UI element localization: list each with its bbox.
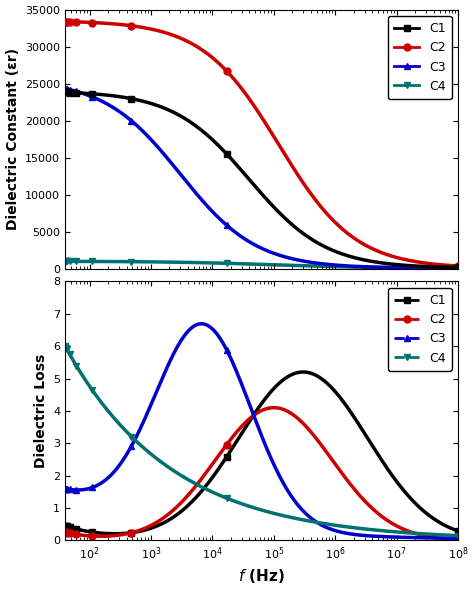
C3 (107, 473, 113, 480)
C4 (456, 532, 461, 539)
C1 (300, 368, 306, 375)
C1 (230, 157, 236, 164)
C2 (405, 528, 411, 535)
C2 (213, 57, 219, 64)
Legend: C1, C2, C3, C4: C1, C2, C3, C4 (388, 16, 452, 99)
C3 (62, 485, 68, 492)
Line: C2: C2 (62, 404, 462, 543)
Line: C4: C4 (62, 343, 462, 539)
C3 (230, 360, 236, 367)
C4 (107, 410, 113, 417)
Line: C1: C1 (62, 89, 462, 271)
C2 (107, 532, 113, 540)
C1 (405, 492, 411, 499)
C3 (130, 439, 136, 446)
C1 (107, 92, 113, 99)
C1 (456, 528, 461, 535)
C1 (107, 530, 113, 537)
Y-axis label: Dielectric Constant (εr): Dielectric Constant (εr) (6, 48, 19, 230)
C2 (213, 456, 219, 463)
C2 (62, 18, 68, 25)
C1 (112, 530, 118, 537)
C4 (405, 264, 411, 271)
C3 (456, 535, 461, 542)
C3 (230, 227, 236, 234)
C3 (107, 102, 113, 109)
C1 (62, 522, 68, 529)
C2 (130, 22, 136, 30)
Legend: C1, C2, C3, C4: C1, C2, C3, C4 (388, 288, 452, 371)
C3 (62, 85, 68, 92)
C3 (405, 534, 411, 541)
C4 (447, 265, 453, 272)
C1 (405, 262, 411, 269)
C1 (447, 264, 453, 271)
C2 (456, 262, 461, 269)
C3 (130, 119, 136, 126)
Line: C4: C4 (62, 258, 462, 272)
C3 (199, 320, 204, 327)
C2 (130, 529, 136, 536)
C2 (456, 536, 461, 543)
C1 (213, 469, 219, 476)
C2 (271, 404, 277, 411)
C3 (213, 329, 219, 336)
C4 (130, 435, 136, 442)
C1 (230, 443, 236, 450)
C4 (213, 259, 219, 267)
C2 (230, 433, 236, 440)
Line: C3: C3 (62, 85, 462, 272)
C1 (62, 89, 68, 96)
C2 (447, 535, 453, 543)
C4 (230, 497, 236, 504)
Line: C3: C3 (62, 320, 462, 542)
C3 (447, 535, 453, 542)
C4 (230, 260, 236, 267)
C4 (405, 530, 411, 537)
C2 (447, 262, 453, 269)
C2 (230, 74, 236, 82)
C4 (456, 265, 461, 272)
C3 (456, 265, 461, 272)
C3 (447, 265, 453, 272)
C1 (130, 529, 136, 536)
Line: C1: C1 (62, 369, 462, 537)
C4 (62, 343, 68, 350)
C2 (405, 256, 411, 264)
C1 (448, 525, 454, 532)
C1 (130, 96, 136, 103)
C3 (213, 212, 219, 219)
C4 (447, 532, 453, 539)
C1 (456, 264, 461, 271)
C4 (213, 490, 219, 497)
C2 (107, 20, 113, 27)
C4 (130, 258, 136, 265)
C4 (62, 258, 68, 265)
C4 (107, 258, 113, 265)
C1 (213, 139, 219, 147)
C3 (405, 264, 411, 271)
C2 (62, 528, 68, 535)
Y-axis label: Dielectric Loss: Dielectric Loss (34, 354, 47, 468)
Line: C2: C2 (62, 18, 462, 269)
X-axis label: $f$ (Hz): $f$ (Hz) (238, 567, 285, 586)
